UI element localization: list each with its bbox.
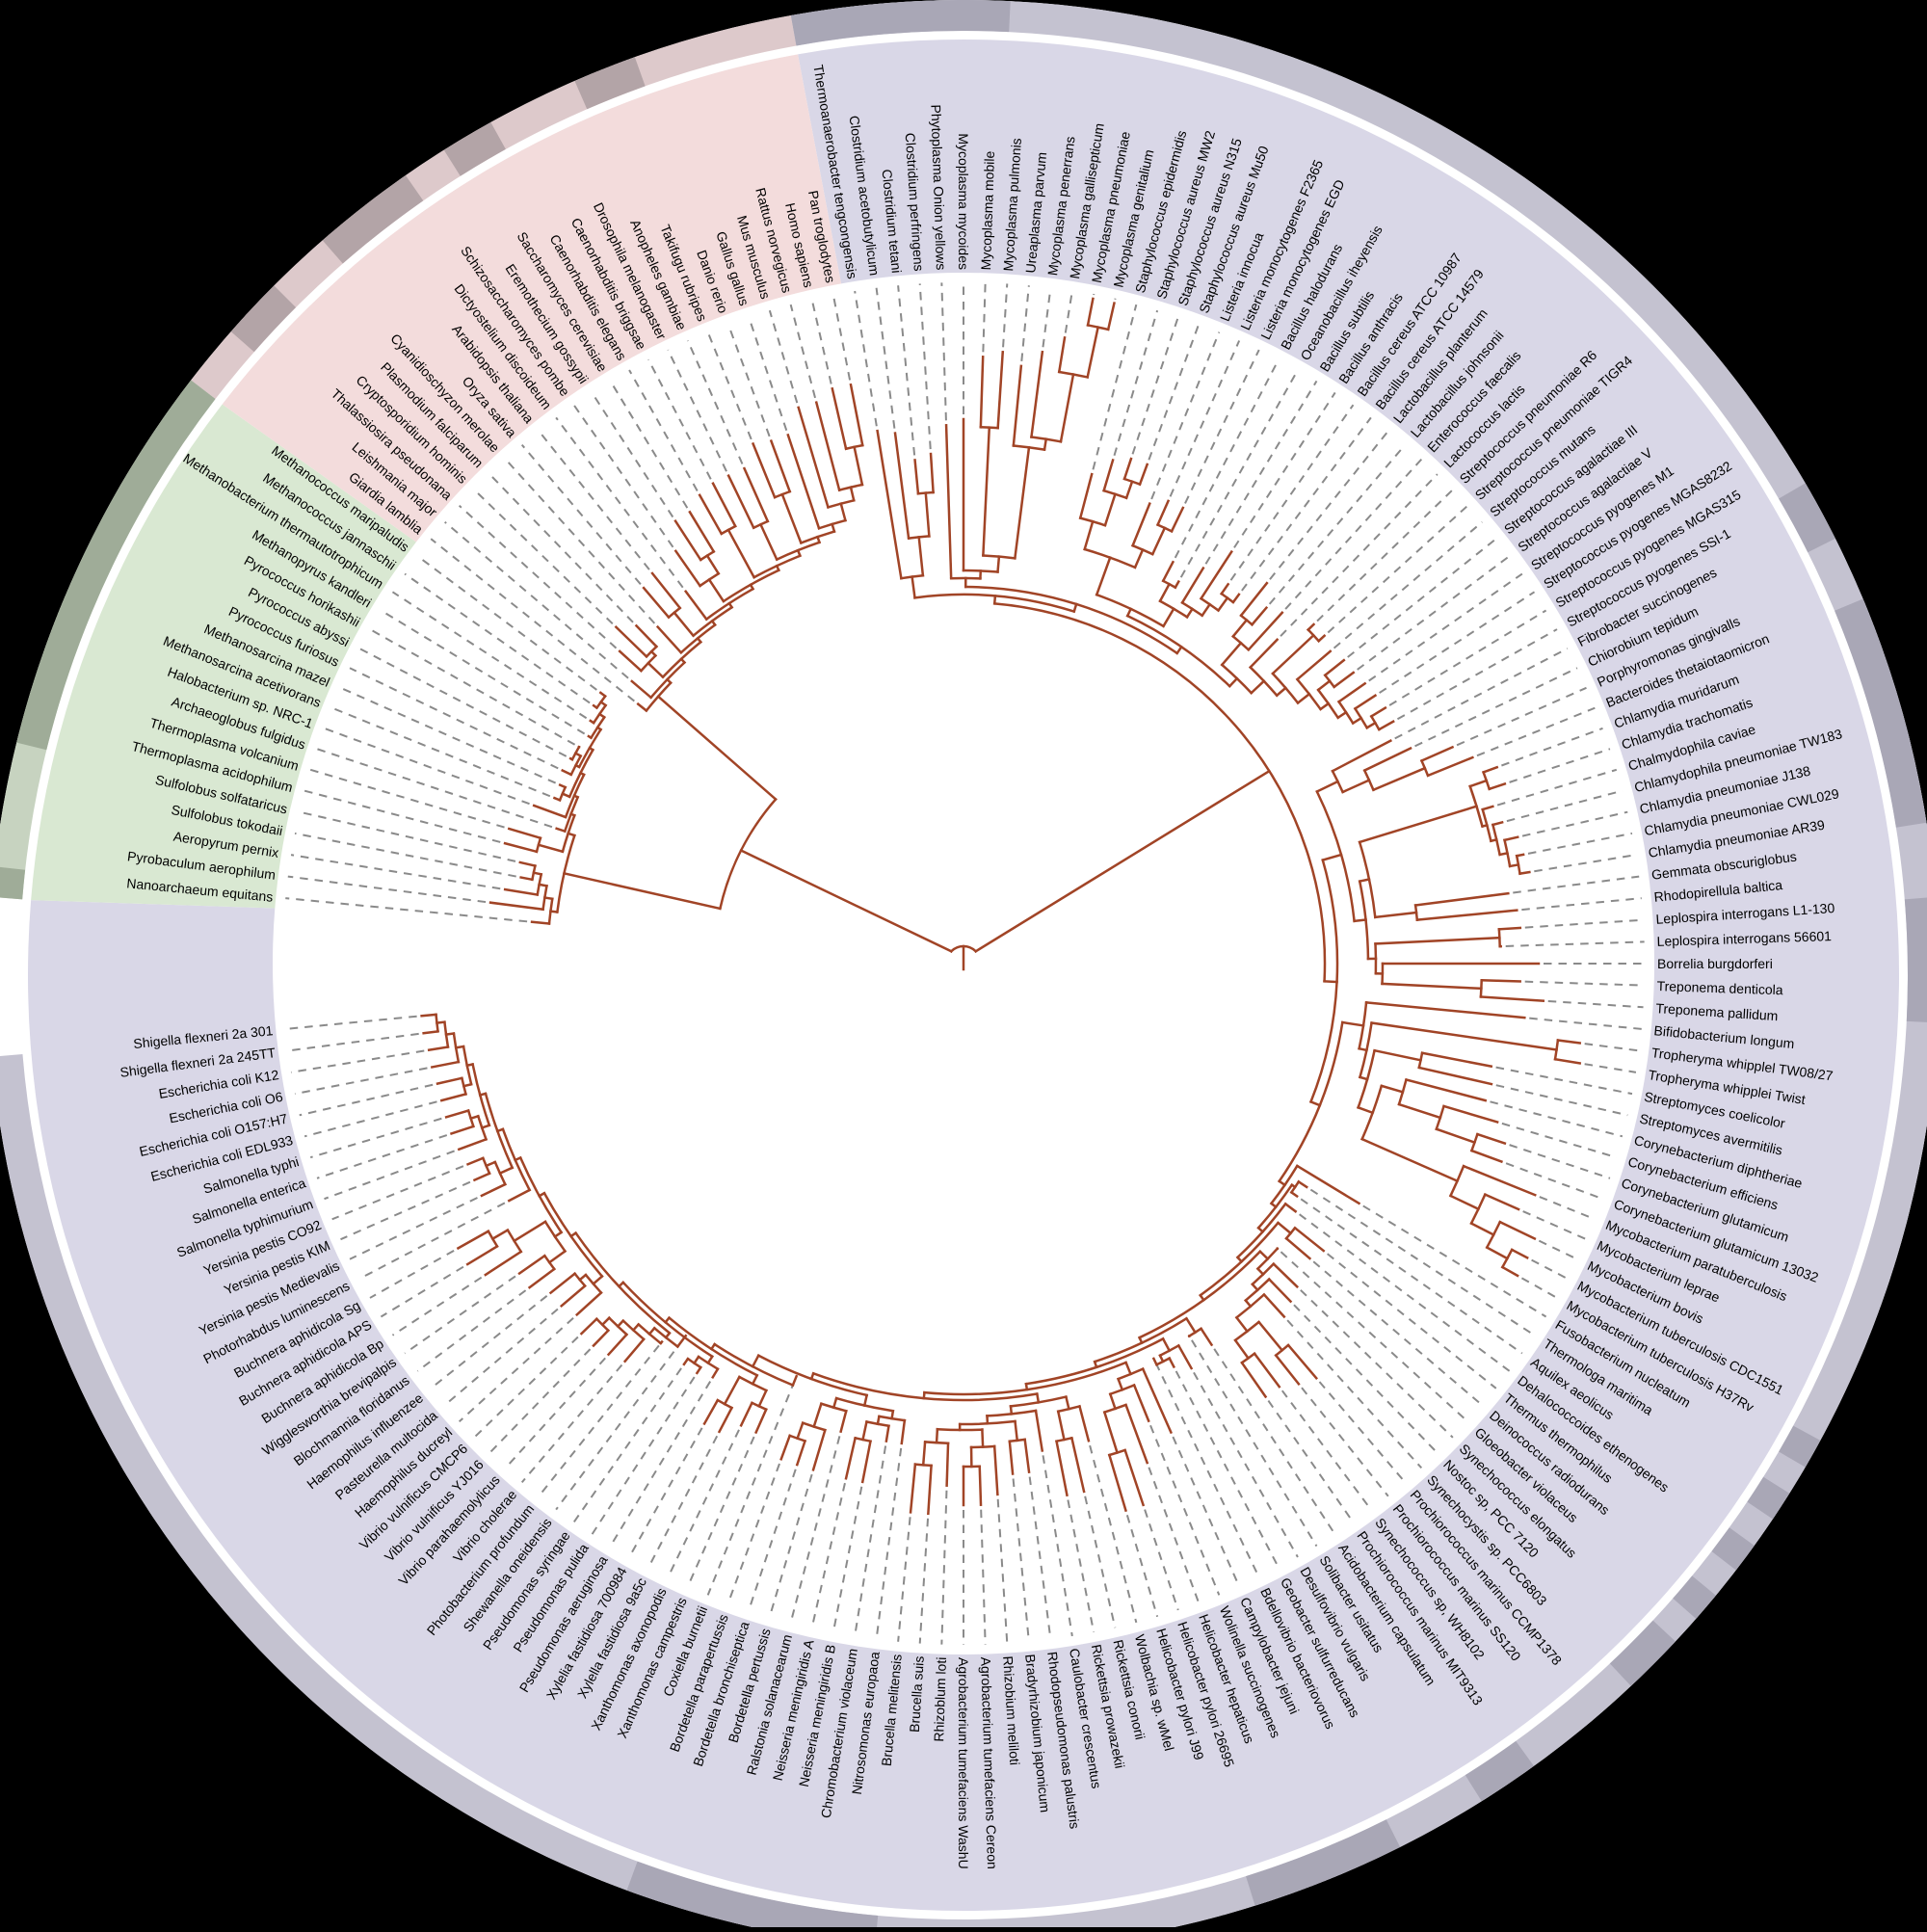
svg-text:Treponema denticola: Treponema denticola bbox=[1656, 978, 1783, 997]
svg-text:Phytoplasma Onion yellows: Phytoplasma Onion yellows bbox=[928, 104, 949, 270]
svg-text:Rhizoblum loti: Rhizoblum loti bbox=[931, 1656, 949, 1741]
svg-text:Borrelia burgdorferi: Borrelia burgdorferi bbox=[1657, 956, 1773, 971]
svg-text:Rhizobium meliloti: Rhizobium meliloti bbox=[1000, 1655, 1022, 1765]
svg-text:Leplospira interrogans 56601: Leplospira interrogans 56601 bbox=[1656, 928, 1832, 949]
svg-text:Mycoplasma mycoides: Mycoplasma mycoides bbox=[956, 133, 971, 270]
svg-text:Agrobacterium tumefaciens Wash: Agrobacterium tumefaciens WashU bbox=[956, 1657, 971, 1869]
svg-text:Agrobacterium tumefaciens Cere: Agrobacterium tumefaciens Cereon bbox=[978, 1656, 1000, 1869]
svg-text:Mycoplasma mobile: Mycoplasma mobile bbox=[978, 150, 997, 270]
svg-text:Brucella suis: Brucella suis bbox=[907, 1655, 927, 1733]
